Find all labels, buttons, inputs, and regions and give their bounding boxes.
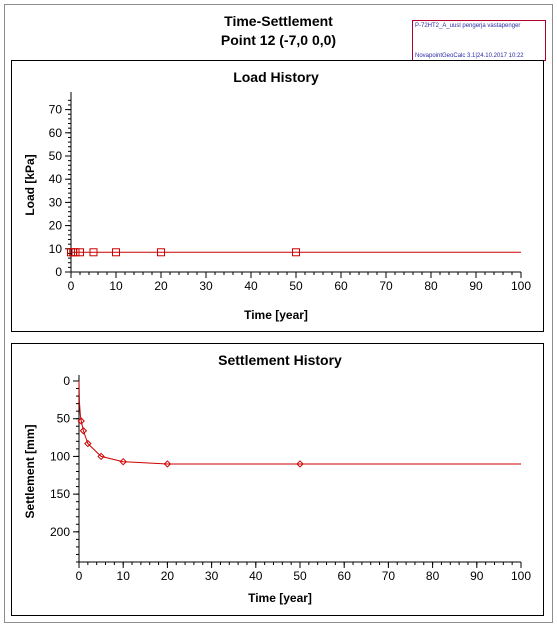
load-y-tick-label: 50 [49,149,63,163]
settlement-y-tick-label: 50 [57,412,71,426]
load-x-tick-label: 70 [379,279,393,293]
chart-title: Time-Settlement [224,13,333,29]
load-x-axis-label: Time [year] [244,308,308,322]
settlement-data-point [79,427,88,435]
stamp-software-text: NovapointGeoCalc 3.1|24.10.2017 10:22 [415,53,524,59]
load-x-tick-label: 50 [289,279,303,293]
load-data-point [89,248,98,257]
load-y-tick-label: 60 [49,126,63,140]
load-x-tick-label: 90 [469,279,483,293]
load-y-tick-label: 40 [49,172,63,186]
settlement-data-point [77,417,85,425]
load-x-tick-label: 30 [199,279,213,293]
load-data-point [112,248,120,257]
settlement-y-axis-label: Settlement [mm] [23,424,37,518]
settlement-x-tick-label: 100 [511,569,531,583]
settlement-y-tick-label: 150 [50,487,70,501]
load-x-tick-label: 40 [244,279,258,293]
load-x-tick-label: 100 [511,279,531,293]
load-data-point [76,248,84,257]
settlement-chart-title: Settlement History [218,352,342,368]
load-data-point [292,248,300,257]
load-y-tick-label: 20 [49,219,63,233]
settlement-x-tick-label: 90 [470,569,484,583]
settlement-history-chart: Settlement History 0 10 20 30 40 50 60 70 80 90 100… [23,352,531,605]
load-chart-title: Load History [233,69,319,85]
load-data-point [157,248,165,257]
settlement-x-tick-label: 30 [205,569,219,583]
settlement-y-tick-label: 200 [50,525,70,539]
software-stamp: P-72HT2_A_uusl pengerja vastapenger Nova… [412,20,546,61]
settlement-x-tick-label: 80 [426,569,440,583]
settlement-x-tick-label: 60 [338,569,352,583]
load-history-panel: Load History 0 10 20 30 40 50 60 70 80 90 100 0 10 20 3… [11,60,544,332]
settlement-x-tick-label: 0 [76,569,83,583]
load-x-tick-label: 80 [424,279,438,293]
settlement-y-tick-label: 100 [50,449,70,463]
settlement-x-tick-label: 40 [249,569,263,583]
settlement-data-point [296,460,304,468]
settlement-data-point [97,452,105,461]
load-y-tick-label: 70 [49,103,63,117]
settlement-series-line [78,380,521,465]
load-x-tick-label: 60 [334,279,348,293]
load-y-tick-label: 0 [55,265,62,279]
load-y-axis-label: Load [kPa] [23,154,37,215]
chart-subtitle: Point 12 (-7,0 0,0) [220,32,337,48]
stamp-project-text: P-72HT2_A_uusl pengerja vastapenger [415,23,521,29]
settlement-data-point [163,460,172,468]
load-x-tick-label: 10 [109,279,123,293]
load-data-point [71,248,80,257]
settlement-history-panel: Settlement History 0 10 20 30 40 50 60 70 80 90 100… [11,343,544,616]
load-x-tick-label: 20 [154,279,168,293]
settlement-x-tick-label: 50 [293,569,307,583]
load-y-tick-label: 10 [49,242,63,256]
settlement-y-tick-label: 0 [63,374,70,388]
load-y-tick-label: 30 [49,195,63,209]
load-x-tick-label: 0 [68,279,75,293]
settlement-x-axis-label: Time [year] [248,591,312,605]
load-history-chart: Load History 0 10 20 30 40 50 60 70 80 90 100 0 10 20 3… [23,69,531,322]
settlement-data-point [119,457,127,466]
settlement-x-tick-label: 10 [117,569,131,583]
settlement-data-point [84,439,92,448]
settlement-x-tick-label: 20 [161,569,175,583]
settlement-x-tick-label: 70 [382,569,396,583]
